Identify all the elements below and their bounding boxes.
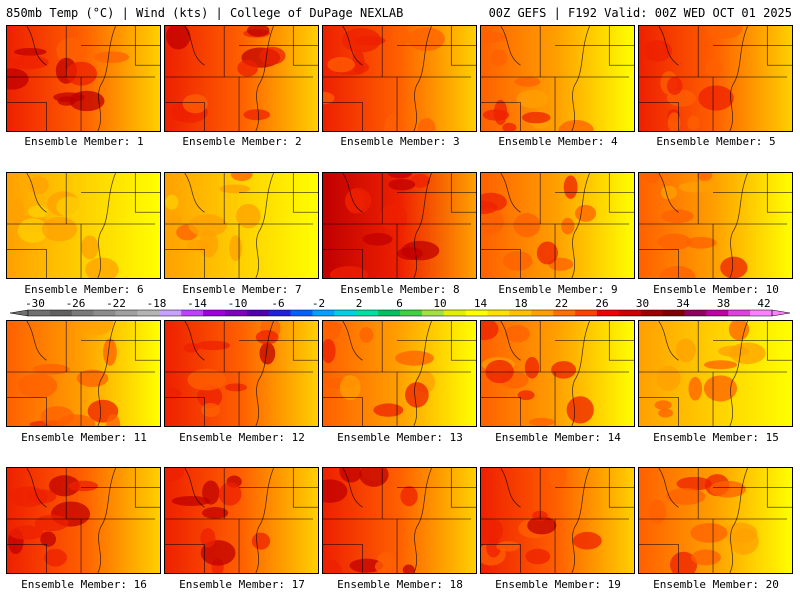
ensemble-member-label: Ensemble Member: 5 bbox=[656, 135, 776, 148]
colorbar-tick-labels: -30 -26 -22 -18 -14 -10 -6 -2 2 6 10 14 18 22 26 30 34 38… bbox=[0, 297, 800, 310]
colorbar-swatch bbox=[509, 310, 532, 316]
ensemble-member-map bbox=[6, 467, 161, 574]
ensemble-member-label: Ensemble Member: 17 bbox=[179, 578, 305, 591]
colorbar-tick-label: 42 bbox=[757, 297, 771, 310]
ensemble-member-map bbox=[480, 320, 635, 427]
ensemble-member-map bbox=[480, 467, 635, 574]
colorbar-swatch bbox=[662, 310, 685, 316]
colorbar-swatch bbox=[181, 310, 204, 316]
colorbar-tick-label: -30 bbox=[25, 297, 45, 310]
ensemble-member-map bbox=[638, 320, 793, 427]
colorbar-swatch bbox=[750, 310, 773, 316]
colorbar-swatch bbox=[356, 310, 379, 316]
colorbar-tick-label: 30 bbox=[635, 297, 650, 310]
temperature-colorbar bbox=[9, 309, 791, 317]
colorbar-tick-label: 6 bbox=[396, 297, 403, 310]
ensemble-member-map bbox=[6, 320, 161, 427]
ensemble-member-map bbox=[322, 25, 477, 132]
ensemble-member-map bbox=[322, 467, 477, 574]
colorbar-swatch bbox=[596, 310, 620, 316]
ensemble-member-map bbox=[322, 172, 477, 279]
ensemble-member-map bbox=[164, 467, 319, 574]
colorbar-tick-label: -26 bbox=[65, 297, 86, 310]
ensemble-member-label: Ensemble Member: 15 bbox=[653, 431, 779, 444]
colorbar-swatch bbox=[706, 310, 729, 316]
colorbar-tick-label: 18 bbox=[514, 297, 528, 310]
ensemble-member-map bbox=[164, 172, 319, 279]
colorbar-swatch bbox=[421, 310, 445, 316]
ensemble-member-map bbox=[638, 172, 793, 279]
colorbar-swatch bbox=[93, 310, 116, 316]
colorbar-swatch bbox=[159, 310, 182, 316]
ensemble-member-map bbox=[480, 25, 635, 132]
ensemble-member-map bbox=[322, 320, 477, 427]
colorbar-swatch bbox=[575, 310, 598, 316]
colorbar-swatch bbox=[465, 310, 488, 316]
colorbar-swatch bbox=[28, 310, 51, 316]
colorbar-tick-label: 14 bbox=[473, 297, 488, 310]
colorbar-tick-label: -2 bbox=[311, 297, 326, 310]
ensemble-member-label: Ensemble Member: 8 bbox=[340, 283, 460, 296]
colorbar-tick-label: 26 bbox=[595, 297, 609, 310]
ensemble-member-map bbox=[638, 25, 793, 132]
colorbar-swatch bbox=[378, 310, 401, 316]
colorbar-swatch bbox=[487, 310, 510, 316]
colorbar-swatch bbox=[443, 310, 466, 316]
colorbar-swatch bbox=[115, 310, 138, 316]
ensemble-member-label: Ensemble Member: 2 bbox=[182, 135, 302, 148]
colorbar-tick-label: 38 bbox=[716, 297, 731, 310]
colorbar-swatch bbox=[618, 310, 641, 316]
colorbar-right-arrow bbox=[771, 309, 791, 317]
ensemble-member-label: Ensemble Member: 12 bbox=[179, 431, 305, 444]
ensemble-member-map bbox=[164, 320, 319, 427]
map-title: 850mb Temp (°C) | Wind (kts) | College o… bbox=[6, 6, 404, 20]
colorbar-tick-label: -18 bbox=[146, 297, 167, 310]
colorbar-swatch bbox=[684, 310, 707, 316]
colorbar-swatch bbox=[531, 310, 554, 316]
colorbar-swatch bbox=[728, 310, 751, 316]
colorbar-tick-label: 22 bbox=[554, 297, 569, 310]
colorbar-swatch bbox=[640, 310, 663, 316]
ensemble-member-label: Ensemble Member: 7 bbox=[182, 283, 302, 296]
ensemble-member-label: Ensemble Member: 16 bbox=[21, 578, 147, 591]
ensemble-member-label: Ensemble Member: 20 bbox=[653, 578, 779, 591]
colorbar-swatch bbox=[290, 310, 313, 316]
colorbar-swatch bbox=[49, 310, 73, 316]
ensemble-member-label: Ensemble Member: 4 bbox=[498, 135, 618, 148]
ensemble-member-label: Ensemble Member: 18 bbox=[337, 578, 463, 591]
colorbar-swatch bbox=[203, 310, 226, 316]
colorbar-tick-label: -10 bbox=[227, 297, 248, 310]
colorbar-tick-label: -14 bbox=[187, 297, 207, 310]
colorbar-swatch bbox=[400, 310, 423, 316]
colorbar-swatch bbox=[268, 310, 291, 316]
ensemble-member-label: Ensemble Member: 11 bbox=[21, 431, 147, 444]
colorbar-swatch bbox=[312, 310, 335, 316]
ensemble-member-label: Ensemble Member: 13 bbox=[337, 431, 463, 444]
colorbar-swatch bbox=[224, 310, 248, 316]
colorbar-swatch bbox=[71, 310, 94, 316]
ensemble-member-label: Ensemble Member: 9 bbox=[498, 283, 618, 296]
ensemble-member-label: Ensemble Member: 3 bbox=[340, 135, 460, 148]
ensemble-member-label: Ensemble Member: 1 bbox=[24, 135, 144, 148]
colorbar-swatch bbox=[553, 310, 576, 316]
colorbar-tick-label: 2 bbox=[355, 297, 363, 310]
ensemble-member-label: Ensemble Member: 6 bbox=[24, 283, 144, 296]
run-valid-time: 00Z GEFS | F192 Valid: 00Z WED OCT 01 20… bbox=[488, 6, 792, 20]
colorbar-tick-label: 10 bbox=[433, 297, 447, 310]
ensemble-member-label: Ensemble Member: 10 bbox=[653, 283, 779, 296]
colorbar-tick-label: -6 bbox=[271, 297, 285, 310]
colorbar-swatch bbox=[137, 310, 160, 316]
ensemble-member-label: Ensemble Member: 14 bbox=[495, 431, 621, 444]
ensemble-member-map bbox=[6, 25, 161, 132]
colorbar-tick-label: -22 bbox=[106, 297, 126, 310]
colorbar-swatch bbox=[334, 310, 357, 316]
ensemble-member-map bbox=[164, 25, 319, 132]
colorbar-left-arrow bbox=[9, 309, 29, 317]
colorbar-swatch bbox=[246, 310, 269, 316]
ensemble-member-map bbox=[480, 172, 635, 279]
ensemble-member-label: Ensemble Member: 19 bbox=[495, 578, 621, 591]
colorbar-tick-label: 34 bbox=[676, 297, 690, 310]
ensemble-member-map bbox=[638, 467, 793, 574]
ensemble-member-map bbox=[6, 172, 161, 279]
